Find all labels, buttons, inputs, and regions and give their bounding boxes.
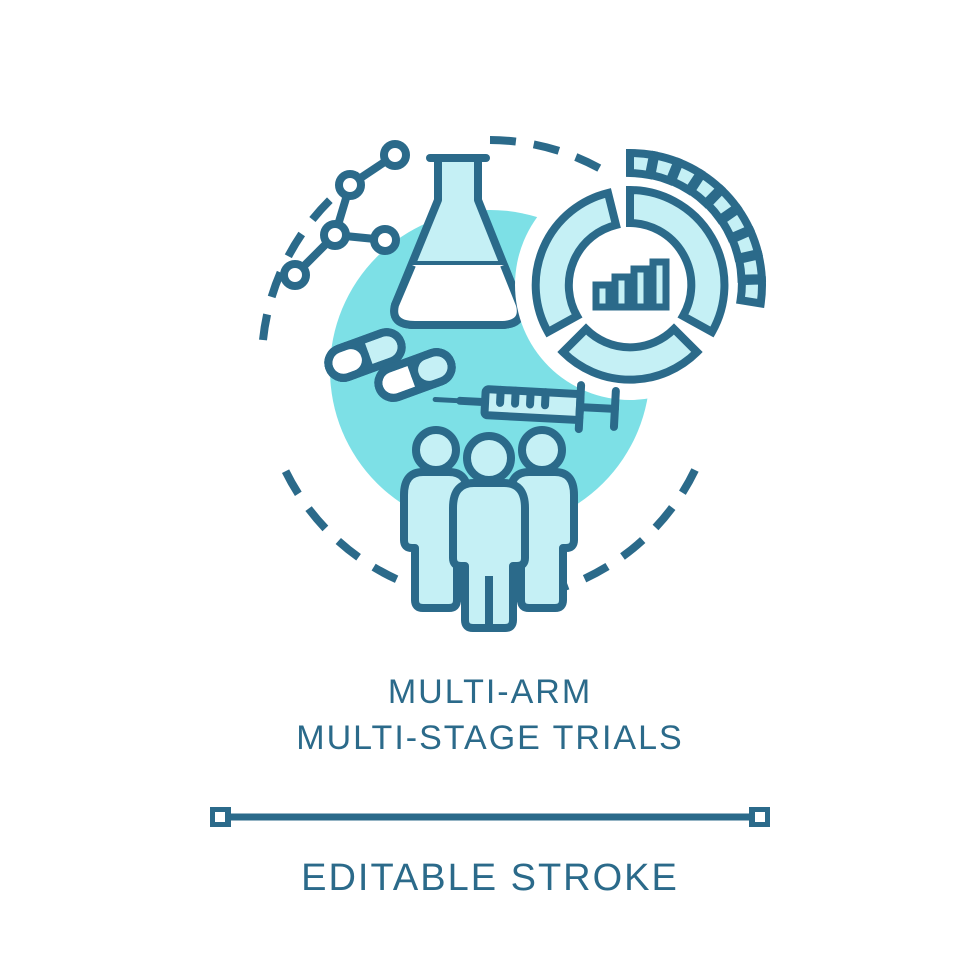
divider (210, 807, 770, 827)
title-line-1: MULTI-ARM (296, 670, 683, 716)
footer-text: EDITABLE STROKE (301, 857, 679, 900)
people-icon (404, 430, 574, 628)
chart-ring-icon (515, 153, 764, 400)
title: MULTI-ARM MULTI-STAGE TRIALS (296, 670, 683, 762)
concept-icon (190, 80, 790, 640)
infographic-container: MULTI-ARM MULTI-STAGE TRIALS EDITABLE ST… (0, 0, 980, 980)
title-line-2: MULTI-STAGE TRIALS (296, 716, 683, 762)
